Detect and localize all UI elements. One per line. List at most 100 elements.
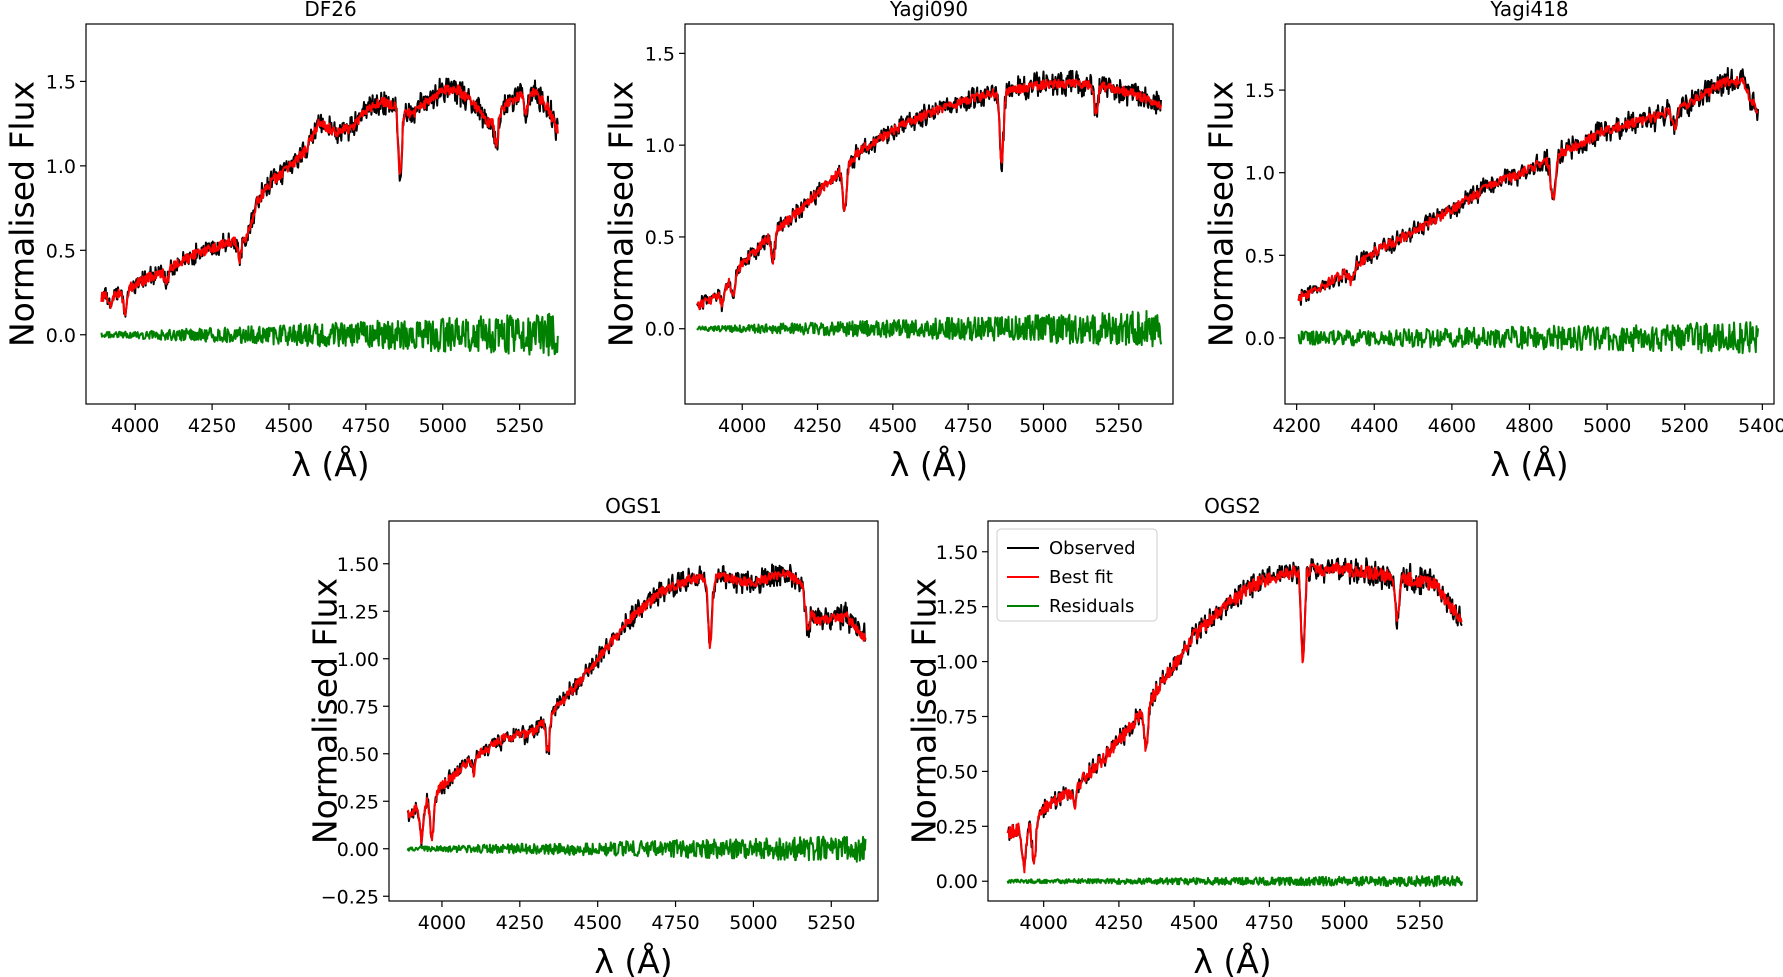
y-tick-label: 1.5: [1245, 80, 1275, 102]
panel-title: OGS2: [1204, 494, 1261, 518]
y-tick-label: 1.5: [645, 43, 675, 65]
series-best-fit: [406, 569, 867, 845]
x-tick-label: 4750: [651, 912, 699, 934]
series-observed: [696, 69, 1162, 313]
x-tick-label: 5000: [419, 415, 467, 437]
x-axis-label: λ (Å): [1193, 941, 1271, 977]
series-residuals: [696, 310, 1162, 348]
panel-title: DF26: [304, 0, 356, 21]
y-tick-label: 1.50: [936, 542, 978, 564]
y-tick-label: 1.0: [1245, 163, 1275, 185]
y-tick-label: 0.00: [337, 839, 379, 861]
y-tick-label: 1.0: [46, 156, 76, 178]
series-best-fit: [696, 78, 1162, 311]
x-tick-label: 4200: [1272, 415, 1320, 437]
series-residuals: [406, 835, 867, 863]
y-axis-label: Normalised Flux: [602, 81, 641, 347]
x-tick-label: 5000: [1583, 415, 1631, 437]
x-tick-label: 4250: [793, 415, 841, 437]
x-tick-label: 4000: [1019, 912, 1067, 934]
panel-title: Yagi090: [889, 0, 968, 21]
y-tick-label: 0.25: [936, 816, 978, 838]
y-tick-label: 1.0: [645, 135, 675, 157]
panel-title: OGS1: [605, 494, 662, 518]
panel-ogs1: OGS1 λ (Å) Normalised Flux 4000 4250 4500 4…: [306, 494, 879, 977]
x-tick-label: 5000: [729, 912, 777, 934]
x-tick-label: 4500: [1170, 912, 1218, 934]
y-tick-label: 0.25: [337, 791, 379, 813]
x-axis-label: λ (Å): [890, 444, 968, 484]
x-tick-label: 4750: [944, 415, 992, 437]
series-observed: [406, 563, 867, 848]
y-axis-label: Normalised Flux: [1202, 81, 1241, 347]
x-tick-label: 4500: [265, 415, 313, 437]
x-tick-label: 5250: [1396, 912, 1444, 934]
plot-area: [696, 69, 1162, 348]
legend-label: Observed: [1049, 538, 1136, 559]
x-tick-label: 5250: [1095, 415, 1143, 437]
legend-label: Residuals: [1049, 596, 1134, 617]
y-tick-label: 1.00: [936, 652, 978, 674]
y-axis-label: Normalised Flux: [306, 578, 345, 844]
y-tick-label: 0.0: [46, 325, 76, 347]
axes-frame: [684, 23, 1174, 405]
y-tick-label: 1.25: [936, 597, 978, 619]
x-axis-label: λ (Å): [1490, 444, 1568, 484]
axes-frame: [987, 520, 1478, 902]
y-tick-label: 0.5: [46, 240, 76, 262]
y-tick-label: 0.75: [337, 696, 379, 718]
x-tick-label: 4600: [1428, 415, 1476, 437]
x-tick-label: 4400: [1350, 415, 1398, 437]
x-tick-label: 4000: [418, 912, 466, 934]
y-tick-label: 0.50: [936, 761, 978, 783]
y-tick-label: 0.75: [936, 706, 978, 728]
x-tick-label: 4750: [342, 415, 390, 437]
x-tick-label: 5250: [807, 912, 855, 934]
series-observed: [100, 77, 559, 318]
series-best-fit: [1297, 75, 1759, 302]
x-tick-label: 5200: [1661, 415, 1709, 437]
y-axis-label: Normalised Flux: [905, 578, 944, 844]
plot-area: [406, 563, 867, 863]
series-best-fit: [100, 84, 559, 317]
series-residuals: [100, 312, 559, 357]
x-axis-label: λ (Å): [291, 444, 369, 484]
x-tick-label: 5000: [1019, 415, 1067, 437]
x-tick-label: 4250: [188, 415, 236, 437]
y-tick-label: 0.0: [1245, 328, 1275, 350]
x-tick-label: 5000: [1320, 912, 1368, 934]
panel-df26: DF26 λ (Å) Normalised Flux 4000 4250 4500 4…: [3, 0, 576, 484]
x-tick-label: 4500: [574, 912, 622, 934]
legend: Observed Best fit Residuals: [996, 528, 1158, 622]
y-tick-label: 1.00: [337, 649, 379, 671]
y-tick-label: −0.25: [321, 886, 379, 908]
plot-area: [1006, 557, 1463, 888]
axes-frame: [85, 23, 576, 405]
panel-yagi418: Yagi418 λ (Å) Normalised Flux 4200 4400 46…: [1202, 0, 1783, 484]
legend-label: Best fit: [1049, 567, 1113, 588]
x-tick-label: 4750: [1245, 912, 1293, 934]
y-tick-label: 0.5: [1245, 245, 1275, 267]
axes-frame: [388, 520, 879, 902]
series-best-fit: [1006, 561, 1463, 874]
y-tick-label: 1.25: [337, 601, 379, 623]
series-residuals: [1297, 321, 1760, 355]
y-axis-label: Normalised Flux: [3, 81, 42, 347]
x-tick-label: 4000: [718, 415, 766, 437]
y-tick-label: 0.50: [337, 744, 379, 766]
x-tick-label: 4250: [496, 912, 544, 934]
x-tick-label: 4500: [869, 415, 917, 437]
y-tick-label: 1.5: [46, 71, 76, 93]
x-tick-label: 5250: [495, 415, 543, 437]
x-tick-label: 4000: [111, 415, 159, 437]
x-tick-label: 4800: [1505, 415, 1553, 437]
y-tick-label: 1.50: [337, 554, 379, 576]
series-residuals: [1006, 875, 1463, 888]
panel-yagi090: Yagi090 λ (Å) Normalised Flux 4000 4250 45…: [602, 0, 1174, 484]
legend-box: [996, 528, 1158, 622]
x-axis-label: λ (Å): [594, 941, 672, 977]
panel-title: Yagi418: [1489, 0, 1568, 21]
plot-area: [100, 77, 559, 357]
y-tick-label: 0.0: [645, 319, 675, 341]
